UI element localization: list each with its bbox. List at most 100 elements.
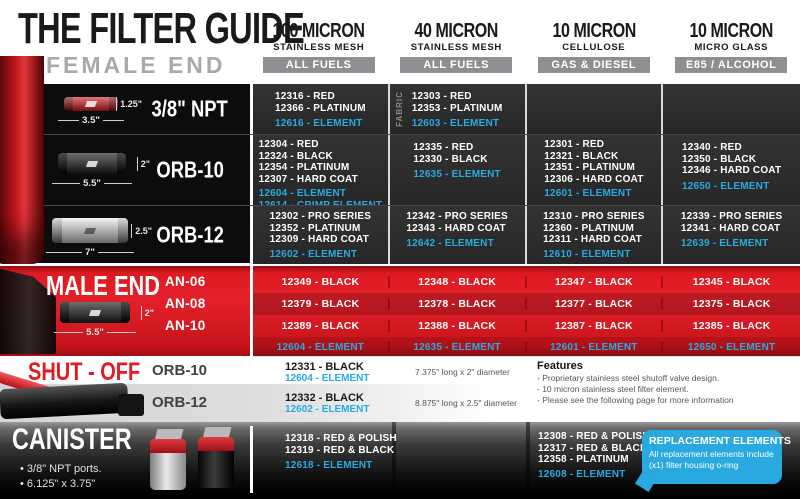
micron-label: 10 MICRON: [525, 20, 663, 43]
part-list: 12301 - RED 12321 - BLACK 12351 - PLATINUM…: [544, 139, 643, 185]
divider-line: [526, 422, 530, 499]
part-number: 12378 - BLACK: [390, 298, 527, 310]
male-cells: 12349 - BLACK 12348 - BLACK 12347 - BLAC…: [253, 271, 800, 357]
canister-body: [198, 451, 234, 488]
list-item: 12642 - ELEMENT: [406, 238, 494, 249]
column-header-10-micron-cellulose: 10 MICRON CELLULOSE GAS & DIESEL: [525, 20, 663, 73]
element-number: 12602 - ELEMENT: [285, 404, 370, 415]
an-size-labels: AN-06 AN-08 AN-10: [165, 271, 206, 337]
list-item: 12616 - ELEMENT: [274, 118, 363, 129]
canister-section: CANISTER • 3/8" NPT ports. • 6.125" x 3.7…: [0, 422, 800, 499]
red-filter-photo: [0, 56, 44, 264]
cell-stack: 12302 - PRO SERIES 12352 - PLATINUM 12309 …: [270, 206, 371, 260]
shut-off-valve-photo: [0, 368, 150, 422]
list-item: 12639 - ELEMENT: [680, 238, 769, 249]
brand-mark: [85, 160, 99, 167]
filter-cell: FABRIC 12303 - RED 12353 - PLATINUM 12603…: [390, 84, 527, 134]
filter-cell-empty: [663, 84, 800, 134]
micron-text: 100 MICRON: [272, 20, 365, 42]
list-item: 12366 - PLATINUM: [274, 102, 366, 114]
list-item: 12618 - ELEMENT: [285, 460, 373, 471]
element-number: 12604 - ELEMENT: [285, 373, 370, 384]
list-item: 12318 - RED & POLISH: [285, 433, 397, 444]
list-item: 12302 - PRO SERIES: [269, 211, 372, 222]
list-item: 12610 - ELEMENT: [543, 248, 631, 260]
shut-off-orb10-parts: 12331 - BLACK 12604 - ELEMENT: [285, 361, 369, 385]
header: THE FILTER GUIDE FEMALE END 100 MICRON S…: [0, 0, 800, 84]
list-item: 12341 - HARD COAT: [680, 222, 781, 234]
page-title: THE FILTER GUIDE: [18, 4, 405, 54]
list-item: 12342 - PRO SERIES: [406, 211, 508, 222]
canister-photo-silver: [148, 429, 188, 492]
micron-text: 10 MICRON: [551, 20, 636, 42]
list-item: 12601 - ELEMENT: [544, 188, 632, 199]
part-list: 12342 - PRO SERIES 12343 - HARD COAT: [406, 211, 507, 234]
canister-col3-parts: 12308 - RED & POLISH 12317 - RED & BLACK 1…: [538, 431, 650, 480]
canister-cap: [198, 437, 234, 451]
part-number: 12389 - BLACK: [253, 320, 390, 332]
canister-bullets: • 3/8" NPT ports. • 6.125" x 3.75": [20, 462, 102, 491]
row-cells: 12302 - PRO SERIES 12352 - PLATINUM 12309 …: [250, 206, 800, 264]
row-name-text: ORB-10: [156, 156, 224, 183]
element-list: 12616 - ELEMENT: [275, 118, 366, 130]
element-number: 12604 - ELEMENT: [253, 341, 390, 353]
cell-stack: 12340 - RED 12350 - BLACK 12346 - HARD COA…: [682, 135, 781, 192]
list-item: 12339 - PRO SERIES: [680, 211, 783, 222]
list-item: • 6.125" x 3.75": [20, 477, 96, 490]
filter-cell: 12316 - RED 12366 - PLATINUM 12616 - ELEM…: [253, 84, 390, 134]
list-item: 12354 - PLATINUM: [258, 162, 350, 173]
filter-cell: 12310 - PRO SERIES 12360 - PLATINUM 12311 …: [527, 206, 664, 264]
filter-cell: 12342 - PRO SERIES 12343 - HARD COAT 1264…: [390, 206, 527, 264]
fuel-badge: ALL FUELS: [262, 57, 375, 73]
part-number: 12379 - BLACK: [253, 298, 390, 310]
an-06-row: 12349 - BLACK 12348 - BLACK 12347 - BLAC…: [253, 271, 800, 293]
list-item: - Proprietary stainless steel shutoff va…: [537, 373, 720, 383]
length-dim-label: 3.5": [58, 115, 124, 126]
part-number: 12332 - BLACK: [285, 392, 364, 404]
length-dim-label: 7": [46, 247, 134, 258]
brand-mark: [83, 227, 97, 234]
canister-body: [150, 453, 186, 490]
male-end-section: MALE END AN-06 AN-08 AN-10 2" 5.5" 12349…: [0, 266, 800, 357]
cell-stack: 12304 - RED 12324 - BLACK 12354 - PLATINUM…: [259, 135, 383, 211]
list-item: 12306 - HARD COAT: [544, 173, 644, 185]
size-note: 8.875" long x 2.5" diameter: [415, 398, 517, 408]
female-end-section: 1.25" 3.5" 3/8" NPT 12316 - RED 12366 - P…: [0, 84, 800, 264]
element-list: 12602 - ELEMENT: [270, 249, 371, 261]
cell-stack: 12301 - RED 12321 - BLACK 12351 - PLATINUM…: [544, 135, 643, 200]
column-header-40-micron: 40 MICRON STAINLESS MESH ALL FUELS: [388, 20, 526, 73]
cell-stack: 12316 - RED 12366 - PLATINUM 12616 - ELEM…: [275, 84, 366, 130]
list-item: 12311 - HARD COAT: [543, 234, 642, 245]
page-title-text: THE FILTER GUIDE: [18, 4, 305, 53]
list-item: 12350 - BLACK: [681, 153, 757, 165]
row-label-orb12: 2.5" 7" ORB-12: [0, 206, 250, 264]
part-number: 12347 - BLACK: [527, 276, 664, 288]
list-item: 12352 - PLATINUM: [269, 222, 361, 234]
divider-line: [392, 422, 396, 499]
list-item: 12335 - RED: [413, 142, 474, 153]
list-item: 12604 - ELEMENT: [258, 188, 347, 199]
filter-cell: 12335 - RED 12330 - BLACK 12635 - ELEMENT: [390, 135, 527, 211]
length-dim-label: 5.5": [54, 327, 136, 338]
row-cells: 12304 - RED 12324 - BLACK 12354 - PLATINUM…: [250, 135, 800, 211]
column-headers: 100 MICRON STAINLESS MESH ALL FUELS 40 M…: [250, 20, 800, 73]
shut-off-orb12-label: ORB-12: [152, 394, 208, 411]
part-list: 12335 - RED 12330 - BLACK: [413, 142, 500, 165]
cell-stack: 12303 - RED 12353 - PLATINUM 12603 - ELEM…: [412, 84, 503, 130]
an-10-row: 12389 - BLACK 12388 - BLACK 12387 - BLAC…: [253, 315, 800, 337]
row-name-text: 3/8" NPT: [151, 95, 229, 122]
shut-off-heading-text: SHUT - OFF: [28, 358, 141, 386]
list-item: 12608 - ELEMENT: [538, 468, 626, 480]
list-item: 12360 - PLATINUM: [543, 222, 634, 234]
part-list: 12310 - PRO SERIES 12360 - PLATINUM 12311 …: [543, 211, 644, 246]
row-npt: 1.25" 3.5" 3/8" NPT 12316 - RED 12366 - P…: [0, 84, 800, 134]
features-block: Features - Proprietary stainless steel s…: [537, 360, 787, 406]
canister-heading-text: CANISTER: [12, 423, 132, 456]
fabric-note: FABRIC: [394, 91, 404, 127]
brand-mark: [88, 309, 102, 316]
row-orb12: 2.5" 7" ORB-12 12302 - PRO SERIES 12352 -…: [0, 205, 800, 264]
an-08-label: AN-08: [165, 296, 206, 311]
list-item: - 10 micron stainless steel filter eleme…: [537, 384, 689, 394]
male-end-heading: MALE END: [46, 270, 192, 302]
column-header-10-micron-glass: 10 MICRON MICRO GLASS E85 / ALCOHOL: [663, 20, 800, 73]
